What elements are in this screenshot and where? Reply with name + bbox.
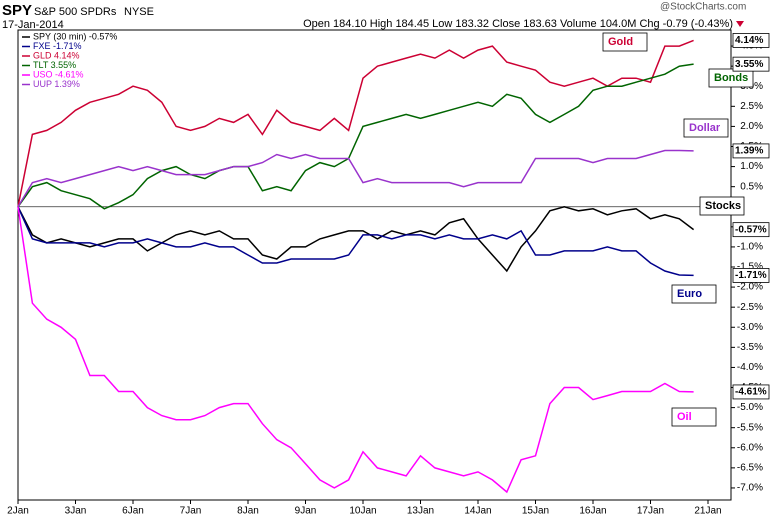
annotation: Euro (677, 288, 702, 300)
y-tick-label: -2.0% (737, 282, 763, 293)
annotation-box (708, 68, 754, 88)
y-tick-label: 0.5% (740, 181, 763, 192)
annotation: Oil (677, 411, 692, 423)
x-tick-label: 14Jan (464, 506, 491, 517)
plot-frame (17, 29, 732, 501)
series-line (17, 39, 694, 207)
end-label-box (732, 56, 770, 72)
annotation: Dollar (689, 122, 721, 134)
legend-entry: USO -4.61% (33, 69, 84, 79)
series-line (17, 206, 695, 273)
annotation-box (671, 284, 717, 304)
legend-entry: GLD 4.14% (33, 50, 80, 60)
x-tick-label: 21Jan (694, 506, 721, 517)
end-label-box (732, 33, 770, 48)
symbol: SPY (2, 2, 32, 19)
x-tick-label: 16Jan (579, 506, 606, 517)
annotation: Bonds (714, 72, 748, 84)
annotation-box (683, 118, 729, 138)
y-tick-label: 2.5% (740, 101, 763, 112)
y-tick-label: -2.5% (737, 302, 763, 313)
end-label: 1.39% (735, 146, 763, 157)
y-tick-label: -5.0% (737, 402, 763, 413)
series-line (17, 63, 694, 210)
series-line (17, 149, 694, 208)
y-tick-label: -1.5% (737, 262, 763, 273)
x-tick-label: 2Jan (7, 506, 29, 517)
end-label: 4.14% (735, 35, 763, 46)
y-tick-label: -5.5% (737, 422, 763, 433)
series-line (17, 206, 694, 494)
series-line (17, 206, 694, 277)
y-tick-label: -4.0% (737, 362, 763, 373)
y-tick-label: -7.0% (737, 483, 763, 494)
y-tick-label: -3.0% (737, 322, 763, 333)
x-tick-label: 10Jan (349, 506, 376, 517)
annotation: Stocks (705, 200, 741, 212)
x-tick-label: 3Jan (65, 506, 87, 517)
exchange: NYSE (124, 6, 154, 18)
annotation-box (699, 196, 745, 216)
legend-entry: UUP 1.39% (33, 79, 80, 89)
legend-entry: SPY (30 min) -0.57% (33, 31, 117, 41)
annotation-box (671, 407, 717, 427)
end-label: -4.61% (735, 387, 767, 398)
x-tick-label: 8Jan (237, 506, 259, 517)
end-label-box (732, 268, 770, 283)
end-label-box (732, 143, 770, 159)
legend-entry: TLT 3.55% (33, 60, 76, 70)
y-tick-label: 1.0% (740, 161, 763, 172)
y-tick-label: -6.0% (737, 442, 763, 453)
x-tick-label: 15Jan (522, 506, 549, 517)
date: 17-Jan-2014 (2, 19, 64, 31)
y-tick-label: -3.5% (737, 342, 763, 353)
y-tick-label: 2.0% (740, 121, 763, 132)
annotation: Gold (608, 36, 633, 48)
end-label: -0.57% (735, 224, 767, 235)
x-tick-label: 13Jan (407, 506, 434, 517)
end-label: 3.55% (735, 59, 763, 70)
watermark: @StockCharts.com (660, 2, 746, 13)
end-label-box (732, 384, 770, 400)
annotation-box (602, 32, 648, 52)
down-arrow (736, 21, 744, 27)
y-tick-label: -6.5% (737, 463, 763, 474)
end-label: -1.71% (735, 270, 767, 281)
x-tick-label: 7Jan (180, 506, 202, 517)
end-label-box (732, 222, 770, 238)
x-tick-label: 6Jan (122, 506, 144, 517)
quote: Open 184.10 High 184.45 Low 183.32 Close… (303, 18, 733, 30)
subtitle: S&P 500 SPDRs (34, 6, 117, 18)
x-tick-label: 17Jan (637, 506, 664, 517)
y-tick-label: -1.0% (737, 242, 763, 253)
x-tick-label: 9Jan (295, 506, 317, 517)
legend-entry: FXE -1.71% (33, 41, 82, 51)
